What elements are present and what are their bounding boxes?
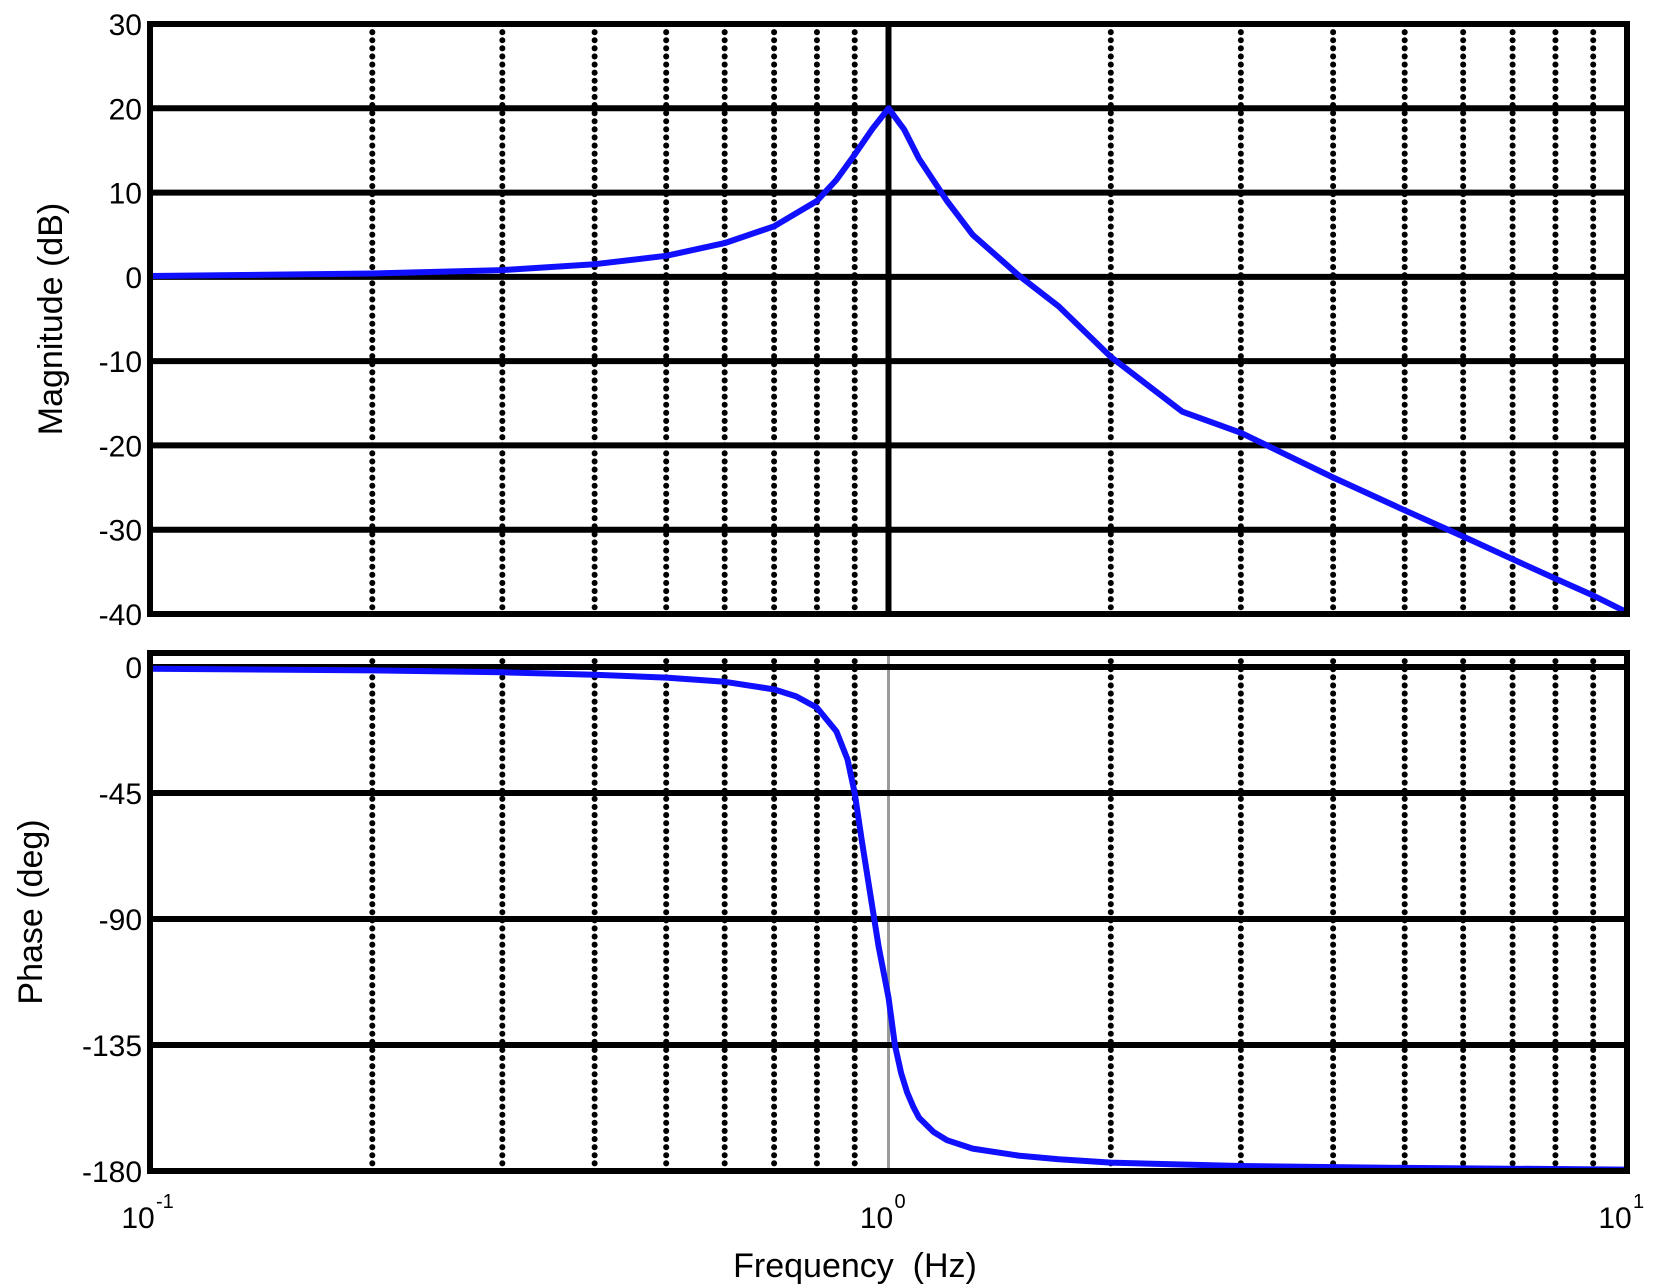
- magnitude-series-line: [147, 105, 1630, 616]
- phase-y-axis-label: Phase (deg): [12, 819, 50, 1004]
- phase-panel: 0-45-90-135-180 10 -1 10 0 10 1 Phase (deg) F…: [12, 650, 1644, 1285]
- y-tick-label: 0: [125, 652, 142, 685]
- y-tick-label: 20: [109, 93, 142, 126]
- magnitude-panel: 30 20 10 0 -10 -20 -30 -40 Magnitude (dB): [32, 9, 1630, 632]
- y-tick-label: -45: [99, 778, 142, 811]
- frequency-x-axis-label: Frequency (Hz): [733, 1247, 977, 1285]
- phase-grid: [150, 650, 1627, 1174]
- x-tick-exponent: 1: [1633, 1191, 1644, 1213]
- phase-y-ticks: 0 -45 -90 -135 -180: [82, 652, 142, 1189]
- x-tick-exponent: 0: [895, 1191, 906, 1213]
- x-tick-label: 10: [121, 1202, 154, 1235]
- y-tick-label: -10: [99, 346, 142, 379]
- y-tick-label: 30: [109, 9, 142, 42]
- y-tick-label: -20: [99, 430, 142, 463]
- phase-series-line: [147, 665, 1630, 1173]
- y-tick-label: -180: [82, 1156, 142, 1189]
- frequency-x-ticks: 10 -1 10 0 10 1: [121, 1191, 1644, 1235]
- x-tick-exponent: -1: [156, 1191, 174, 1213]
- y-tick-label: -30: [99, 515, 142, 548]
- x-tick-label: 10: [1598, 1202, 1631, 1235]
- magnitude-y-ticks: 30 20 10 0 -10 -20 -30 -40: [99, 9, 142, 632]
- y-tick-label: -90: [99, 904, 142, 937]
- y-tick-label: -40: [99, 599, 142, 632]
- y-tick-label: 0: [125, 262, 142, 295]
- y-tick-label: 10: [109, 178, 142, 211]
- x-tick-label: 10: [860, 1202, 893, 1235]
- phase-plot-frame: [147, 650, 1630, 1174]
- y-tick-label: -135: [82, 1030, 142, 1063]
- magnitude-y-axis-label: Magnitude (dB): [32, 203, 70, 435]
- magnitude-plot-frame: [147, 21, 1630, 617]
